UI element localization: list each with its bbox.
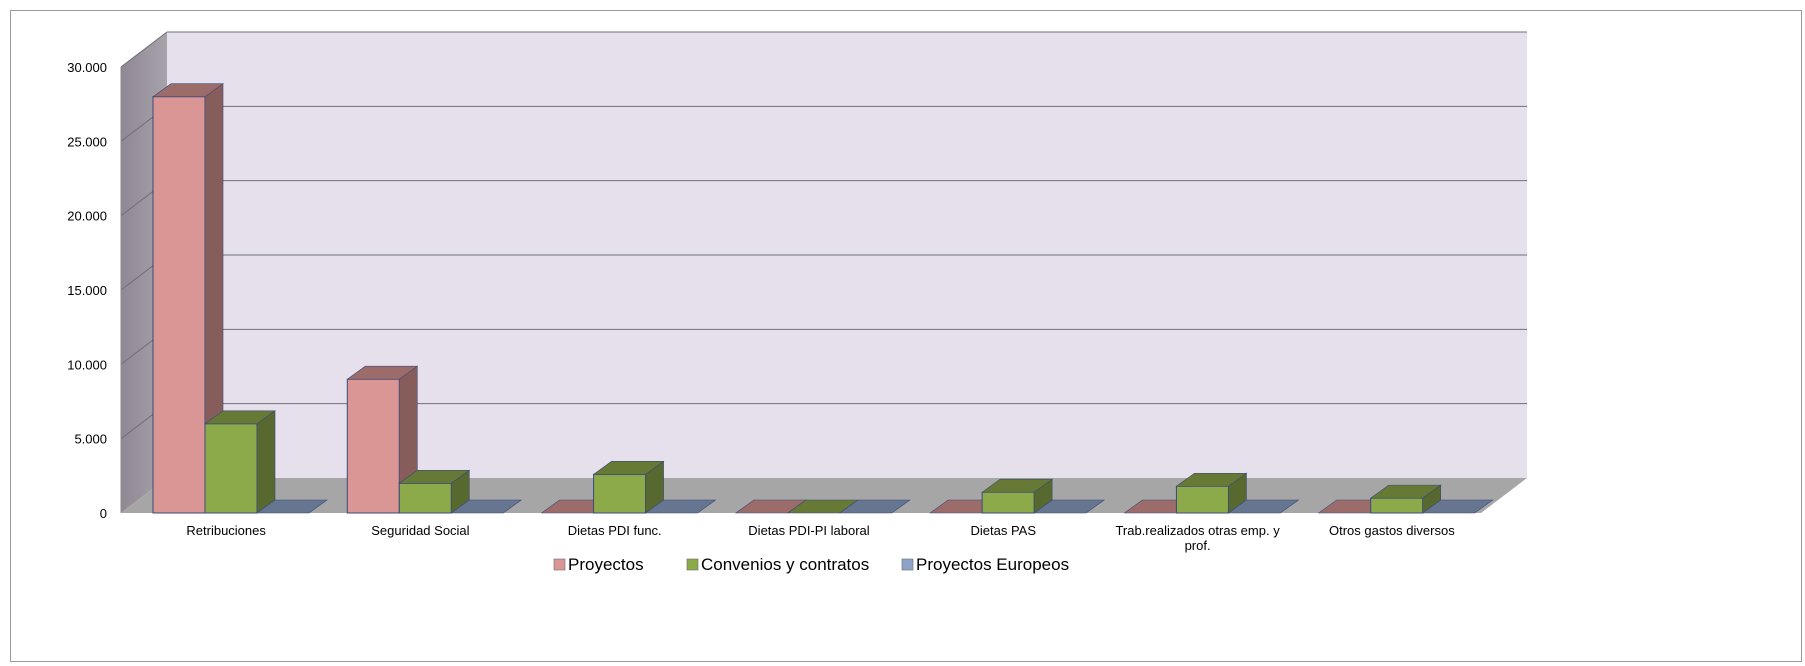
- bar-top-1-1: [398, 469, 471, 484]
- category-label: Seguridad Social: [371, 523, 469, 538]
- bar-0-1: [346, 378, 400, 514]
- y-tick-label: 20.000: [67, 209, 107, 224]
- bar-top-1-4: [981, 478, 1054, 493]
- y-tick-label: 5.000: [74, 432, 107, 447]
- legend-swatch-1: [686, 558, 699, 571]
- bar-top-2-1: [450, 499, 523, 514]
- category-labels: Retribuciones Seguridad Social Dietas PDI …: [186, 523, 1455, 553]
- bar-1-1: [398, 482, 452, 514]
- bar-top-1-6: [1369, 484, 1442, 499]
- bar-1-2: [593, 473, 647, 514]
- bar-1-5: [1175, 485, 1229, 514]
- legend-swatch-0: [553, 558, 566, 571]
- y-tick-label: 15.000: [67, 283, 107, 298]
- chart-svg: 0 5.000 10.000 15.000 20.000 25.000 30.000 Ret…: [67, 31, 1527, 574]
- bar-side-1-0: [256, 410, 276, 514]
- y-axis-ticks: 0 5.000 10.000 15.000 20.000 25.000 30.000: [67, 60, 107, 521]
- bar-top-2-5: [1227, 499, 1300, 514]
- bar-top-1-2: [592, 461, 665, 475]
- y-tick-label: 0: [100, 506, 107, 521]
- legend-label-2: Proyectos Europeos: [916, 555, 1069, 574]
- legend-label-1: Convenios y contratos: [701, 555, 869, 574]
- bar-top-0-0: [152, 83, 224, 98]
- legend-swatch-2: [901, 558, 914, 571]
- category-label: Dietas PDI-PI laboral: [748, 523, 869, 538]
- category-label: prof.: [1185, 538, 1211, 553]
- category-label: Otros gastos diversos: [1329, 523, 1455, 538]
- y-tick-label: 30.000: [67, 60, 107, 75]
- y-tick-label: 25.000: [67, 134, 107, 149]
- category-label: Trab.realizados otras emp. y: [1115, 523, 1280, 538]
- category-label: Retribuciones: [186, 523, 266, 538]
- bar-1-0: [204, 423, 258, 514]
- bar-top-1-5: [1175, 472, 1248, 487]
- gridline-side: [120, 31, 168, 68]
- category-label: Dietas PAS: [971, 523, 1037, 538]
- bar-top-2-6: [1421, 499, 1494, 514]
- bar-top-2-2: [644, 499, 717, 514]
- category-label: Dietas PDI func.: [568, 523, 662, 538]
- bar-top-2-4: [1033, 499, 1106, 514]
- bar-0-0: [152, 96, 206, 514]
- bar-top-1-0: [204, 410, 276, 425]
- bar-top-0-1: [346, 365, 419, 380]
- bars: [152, 83, 1494, 514]
- y-tick-label: 10.000: [67, 357, 107, 372]
- bar-1-6: [1370, 497, 1424, 514]
- chart-frame: 0 5.000 10.000 15.000 20.000 25.000 30.000 Ret…: [10, 10, 1802, 662]
- legend-label-0: Proyectos: [568, 555, 644, 574]
- bar-top-2-3: [838, 499, 911, 514]
- bar-1-4: [981, 491, 1035, 514]
- chart-walls: [121, 32, 1527, 513]
- bar-top-2-0: [256, 499, 328, 514]
- legend: Proyectos Convenios y contratos Proyectos …: [553, 555, 1069, 574]
